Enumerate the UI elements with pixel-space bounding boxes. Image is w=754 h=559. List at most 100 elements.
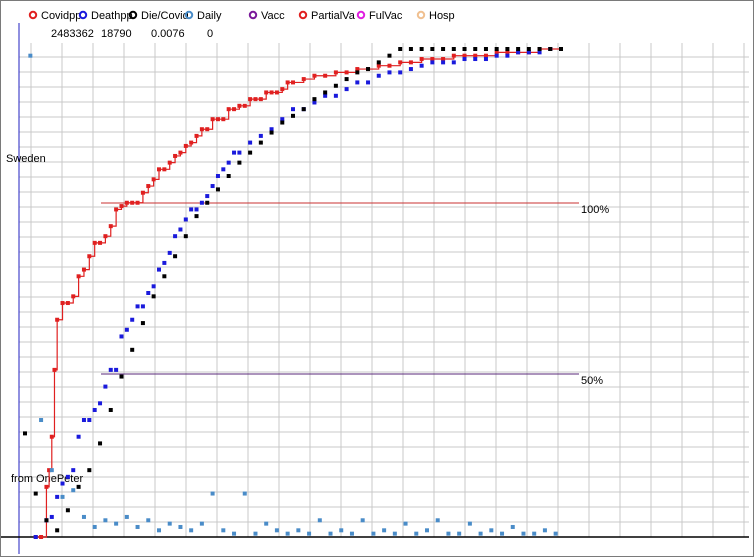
point-deathpp [178, 227, 183, 232]
point-covidpp [183, 143, 188, 148]
point-die-covid [280, 120, 285, 125]
point-die-covid [151, 294, 156, 299]
point-covidpp [221, 117, 226, 122]
reference-line-label: 50% [581, 375, 603, 387]
point-daily [232, 531, 237, 536]
point-covidpp [301, 77, 306, 82]
point-covidpp [140, 190, 145, 195]
point-covidpp [130, 200, 135, 205]
point-daily [425, 528, 429, 533]
legend-marker [248, 10, 258, 20]
point-covidpp [178, 150, 183, 155]
point-die-covid [312, 97, 317, 102]
point-covidpp [248, 97, 253, 102]
point-deathpp [92, 407, 97, 412]
point-deathpp [162, 260, 167, 265]
point-daily [242, 491, 247, 496]
point-die-covid [559, 47, 563, 51]
point-daily [360, 518, 365, 523]
point-covidpp [253, 97, 258, 102]
point-daily [307, 531, 312, 536]
legend-label: Covidpp [41, 10, 81, 22]
point-daily [500, 531, 505, 536]
point-covidpp [505, 50, 510, 55]
point-deathpp [505, 53, 510, 58]
point-covidpp [47, 468, 52, 473]
point-deathpp [237, 150, 242, 155]
point-die-covid [387, 53, 392, 58]
legend-value: 2483362 [51, 28, 94, 40]
series-line-covidpp [35, 48, 561, 538]
point-deathpp [205, 194, 210, 199]
point-die-covid [537, 47, 542, 51]
point-daily [489, 528, 494, 533]
point-die-covid [462, 47, 467, 51]
point-die-covid [505, 47, 510, 51]
point-die-covid [248, 150, 253, 155]
point-covidpp [242, 103, 247, 108]
point-deathpp [199, 200, 204, 205]
point-covidpp [451, 53, 456, 58]
point-die-covid [194, 214, 199, 219]
point-covidpp [355, 67, 360, 72]
point-daily [371, 531, 376, 536]
point-deathpp [376, 73, 381, 78]
point-die-covid [398, 47, 403, 51]
point-daily [414, 531, 419, 536]
point-die-covid [76, 484, 81, 489]
point-die-covid [430, 47, 435, 51]
point-covidpp [157, 167, 161, 172]
point-deathpp [65, 474, 70, 479]
legend-marker [28, 10, 38, 20]
point-daily [532, 531, 537, 536]
point-deathpp [473, 57, 478, 62]
legend-marker [298, 10, 308, 20]
point-daily [60, 494, 65, 499]
point-daily [403, 521, 408, 526]
legend-value: 0 [207, 28, 213, 40]
point-deathpp [248, 140, 253, 145]
legend-marker [128, 10, 138, 20]
point-daily [167, 521, 172, 526]
point-covidpp [441, 57, 446, 62]
point-deathpp [323, 93, 328, 98]
country-label: Sweden [6, 153, 46, 165]
point-deathpp [157, 267, 161, 272]
point-deathpp [387, 70, 392, 75]
point-deathpp [526, 50, 531, 55]
point-covidpp [55, 317, 60, 322]
point-deathpp [33, 535, 38, 539]
point-die-covid [344, 77, 349, 82]
point-deathpp [221, 167, 226, 172]
legend-label: Vacc [261, 10, 285, 22]
point-die-covid [226, 174, 231, 179]
legend-label: Die/Covid [141, 10, 189, 22]
point-daily [157, 528, 161, 533]
point-covidpp [376, 63, 381, 68]
point-die-covid [355, 70, 360, 75]
point-die-covid [419, 47, 424, 51]
point-deathpp [49, 514, 54, 519]
point-covidpp [173, 153, 178, 158]
point-deathpp [108, 367, 113, 372]
point-die-covid [173, 254, 178, 259]
point-daily [446, 531, 451, 536]
point-die-covid [366, 67, 371, 72]
point-daily [467, 521, 472, 526]
legend-label: Deathpp [91, 10, 133, 22]
point-daily [71, 488, 76, 493]
point-daily [253, 531, 258, 536]
point-deathpp [258, 133, 263, 138]
legend-value: 18790 [101, 28, 132, 40]
point-daily [328, 531, 333, 536]
point-covidpp [162, 167, 167, 172]
point-covidpp [408, 60, 413, 65]
point-die-covid [494, 47, 499, 51]
point-deathpp [140, 304, 145, 309]
point-deathpp [291, 107, 295, 112]
legend-value: 0.0076 [151, 28, 185, 40]
point-deathpp [194, 207, 199, 212]
point-deathpp [167, 250, 172, 255]
point-covidpp [189, 140, 194, 145]
